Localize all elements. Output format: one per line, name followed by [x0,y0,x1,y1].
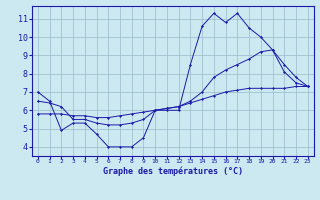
X-axis label: Graphe des températures (°C): Graphe des températures (°C) [103,167,243,176]
